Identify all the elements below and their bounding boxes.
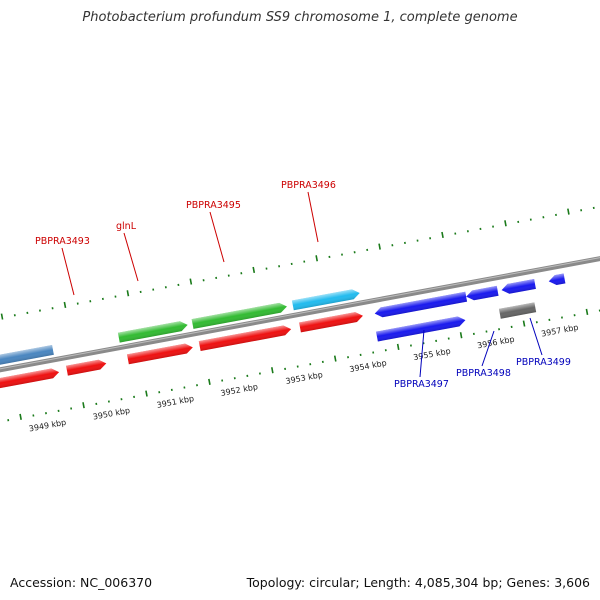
gene-feature-gloss — [498, 302, 537, 319]
upper-tick — [441, 231, 444, 239]
gene-label[interactable]: PBPRA3495 — [186, 200, 241, 211]
upper-tick — [126, 290, 130, 297]
lower-tick — [82, 402, 85, 409]
genome-backbone — [0, 234, 600, 390]
gene-label[interactable]: PBPRA3496 — [281, 180, 336, 191]
upper-tick — [63, 301, 67, 309]
upper-tick — [252, 266, 256, 274]
upper-tick — [378, 243, 381, 250]
gene-feature-gloss — [191, 302, 287, 329]
gene-feature-gloss — [198, 325, 292, 351]
scale-label: 3953 kbp — [285, 370, 324, 386]
upper-tick — [0, 313, 4, 320]
callout-line — [209, 211, 225, 263]
upper-tick — [315, 255, 319, 262]
gene-callouts: PBPRA3493 glnL PBPRA3495 PBPRA3496 PBPRA3497… — [35, 180, 571, 390]
genome-backbone-highlight — [0, 235, 600, 387]
gene-feature-gloss — [0, 344, 54, 370]
lower-tick — [145, 390, 148, 397]
gene-feature-gloss — [501, 278, 536, 294]
lower-tick — [459, 332, 463, 339]
upper-tick — [567, 208, 570, 215]
gene-feature-gloss — [299, 312, 363, 333]
upper-tick — [189, 278, 193, 285]
upper-tick-ring — [0, 206, 595, 320]
lower-tick — [270, 367, 274, 374]
map-title: Photobacterium profundum SS9 chromosome … — [82, 10, 518, 25]
lower-tick-ring — [7, 308, 600, 422]
gene-feature-gloss — [374, 291, 468, 318]
gene-feature-gloss — [376, 316, 466, 342]
gene-feature-gloss — [466, 285, 499, 301]
scale-label: 3956 kbp — [477, 335, 516, 351]
upper-tick — [504, 220, 507, 227]
callout-line — [419, 329, 425, 378]
gene-feature-gloss — [117, 321, 188, 343]
gene-feature-gloss — [127, 343, 193, 365]
gene-features — [0, 273, 566, 394]
gene-feature-gloss — [291, 289, 360, 311]
callout-line — [481, 330, 495, 367]
scale-label: 3955 kbp — [413, 347, 452, 363]
scale-label: 3954 kbp — [349, 358, 388, 374]
gene-label[interactable]: glnL — [116, 221, 137, 232]
gene-label[interactable]: PBPRA3493 — [35, 236, 90, 247]
callout-line — [123, 232, 139, 282]
lower-tick — [208, 378, 211, 385]
scale-label: 3957 kbp — [540, 323, 579, 339]
accession-text: Accession: NC_006370 — [10, 575, 153, 590]
lower-tick — [522, 320, 526, 327]
lower-tick — [396, 343, 400, 350]
gene-label[interactable]: PBPRA3499 — [516, 357, 571, 368]
gene-feature-gloss — [66, 359, 107, 376]
lower-tick — [333, 355, 337, 362]
genome-summary-text: Topology: circular; Length: 4,085,304 bp… — [246, 575, 590, 590]
scale-label: 3949 kbp — [28, 418, 67, 434]
gene-feature-gloss — [548, 273, 566, 285]
scale-label: 3952 kbp — [220, 382, 259, 398]
callout-line — [529, 317, 543, 356]
lower-tick — [19, 413, 22, 420]
callout-line — [61, 247, 75, 296]
gene-label[interactable]: PBPRA3497 — [394, 379, 449, 390]
gene-label[interactable]: PBPRA3498 — [456, 368, 511, 379]
gene-feature-gloss — [0, 368, 60, 394]
callout-line — [307, 191, 319, 243]
scale-label: 3950 kbp — [92, 406, 131, 422]
scale-label: 3951 kbp — [156, 394, 195, 410]
lower-tick — [585, 308, 589, 315]
